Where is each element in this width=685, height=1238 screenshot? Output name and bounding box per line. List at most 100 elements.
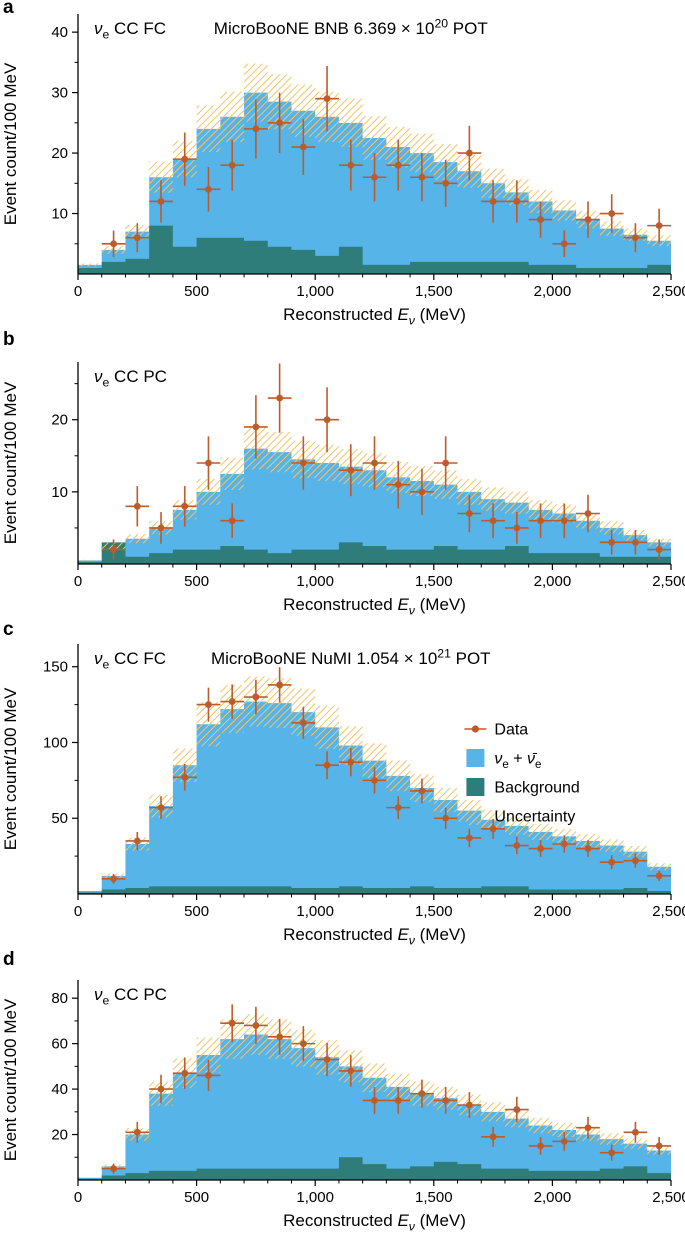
data-point	[299, 459, 307, 467]
legend-label: Background	[494, 780, 579, 797]
chart-panel-c: 50 100 150 0 500 1,000 1,500 2,000 2,500 Event co…	[1, 644, 685, 948]
data-point	[394, 161, 402, 169]
legend-uncertainty-swatch	[466, 807, 485, 825]
chart-panel-b: 10 20 0 500 1,000 1,500 2,000 2,500 Event count/…	[1, 362, 685, 618]
data-point	[157, 1085, 165, 1093]
data-point	[465, 834, 473, 842]
y-tick-label: 20	[51, 1127, 68, 1144]
data-point	[442, 814, 450, 822]
x-tick-label: 2,000	[534, 903, 572, 920]
x-tick-label: 2,500	[652, 283, 685, 300]
data-point	[299, 1040, 307, 1048]
y-tick-label: 40	[51, 24, 68, 41]
data-point	[608, 1149, 616, 1157]
x-tick-label: 1,500	[415, 1189, 453, 1206]
data-point	[276, 119, 284, 127]
data-point	[632, 857, 639, 865]
data-point	[584, 510, 592, 517]
y-tick-label: 50	[51, 810, 68, 827]
data-point	[323, 95, 331, 103]
data-point	[442, 459, 450, 467]
uncertainty-band	[78, 63, 671, 267]
data-point	[205, 1072, 212, 1079]
x-axis-label: Reconstructed Eν (MeV)	[283, 1211, 466, 1234]
data-points-layer	[101, 1004, 671, 1174]
x-tick-label: 500	[184, 573, 209, 590]
x-axis-label: Reconstructed Eν (MeV)	[283, 595, 466, 618]
data-point	[465, 510, 473, 517]
data-point	[276, 1033, 284, 1041]
data-point	[655, 872, 663, 880]
x-tick-label: 2,000	[534, 1189, 572, 1206]
legend-background-swatch	[466, 778, 485, 796]
panel-d: d 20 40 60 80 0 500 1,000 1,500 2,000 2,500 Event …	[0, 949, 685, 1238]
axes-layer: 10 20 0 500 1,000 1,500 2,000 2,500	[51, 362, 685, 590]
x-tick-label: 1,000	[296, 283, 334, 300]
data-point	[299, 143, 307, 151]
data-point	[228, 517, 236, 525]
panel-label-b: b	[3, 329, 15, 350]
y-tick-label: 20	[51, 145, 68, 162]
data-point	[157, 524, 165, 532]
x-axis-label: Reconstructed Eν (MeV)	[283, 305, 466, 328]
data-point	[371, 1097, 378, 1104]
data-point	[181, 773, 189, 781]
histogram-layer	[78, 427, 671, 564]
panel-annotation: νe CC FC	[94, 649, 166, 672]
chart-panel-d: 20 40 60 80 0 500 1,000 1,500 2,000 2,500 Event co…	[1, 980, 685, 1234]
y-tick-label: 20	[51, 412, 68, 429]
background-histogram	[78, 225, 671, 274]
data-point	[465, 1101, 473, 1109]
data-point	[418, 787, 426, 795]
panel-label-a: a	[3, 0, 14, 18]
data-point	[394, 804, 402, 812]
data-point	[347, 466, 355, 474]
y-tick-label: 100	[43, 734, 68, 751]
chart-title: MicroBooNE NuMI 1.054 × 1021 POT	[211, 647, 491, 669]
background-histogram	[78, 886, 671, 894]
x-tick-label: 0	[74, 1189, 82, 1206]
legend-label: Uncertainty	[494, 809, 575, 826]
data-point	[394, 1097, 402, 1104]
data-points-layer	[101, 66, 671, 258]
data-point	[418, 488, 426, 496]
data-point	[560, 240, 568, 248]
x-tick-label: 0	[74, 903, 82, 920]
data-point	[537, 216, 544, 223]
y-tick-label: 40	[51, 1081, 68, 1098]
panel-b: b 10 20 0 500 1,000 1,500 2,000 2,500 Event coun…	[0, 329, 685, 622]
y-axis-label: Event count/100 MeV	[1, 687, 20, 850]
data-point	[655, 1142, 663, 1150]
background-histogram	[78, 1157, 671, 1180]
background-histogram	[78, 542, 671, 564]
data-point	[133, 837, 141, 845]
x-tick-label: 1,000	[296, 903, 334, 920]
x-tick-label: 1,500	[415, 903, 453, 920]
panel-annotation: νe CC FC	[94, 19, 166, 42]
x-tick-label: 1,500	[415, 283, 453, 300]
data-point	[394, 481, 402, 489]
panel-c: c 50 100 150 0 500 1,000 1,500 2,000 2,500 Event …	[0, 619, 685, 952]
x-tick-label: 500	[184, 1189, 209, 1206]
data-point	[133, 1128, 141, 1136]
data-point	[584, 216, 592, 223]
x-tick-label: 1,000	[296, 573, 334, 590]
data-point	[205, 701, 212, 709]
y-axis-label: Event count/100 MeV	[1, 62, 20, 225]
data-point	[323, 416, 331, 424]
data-point	[228, 1019, 236, 1027]
data-point	[323, 761, 331, 769]
y-tick-label: 150	[43, 659, 68, 676]
data-point	[632, 234, 639, 242]
data-points-layer	[101, 667, 671, 884]
panel-label-d: d	[3, 949, 15, 970]
data-point	[252, 125, 260, 133]
data-point	[371, 459, 378, 467]
chart-panel-a: 10 20 30 40 0 500 1,000 1,500 2,000 2,500 Event co…	[1, 14, 685, 328]
data-point	[655, 546, 663, 553]
data-point	[608, 210, 616, 217]
data-point	[181, 1069, 189, 1077]
data-point	[252, 1022, 260, 1029]
legend-label: Data	[494, 722, 528, 739]
